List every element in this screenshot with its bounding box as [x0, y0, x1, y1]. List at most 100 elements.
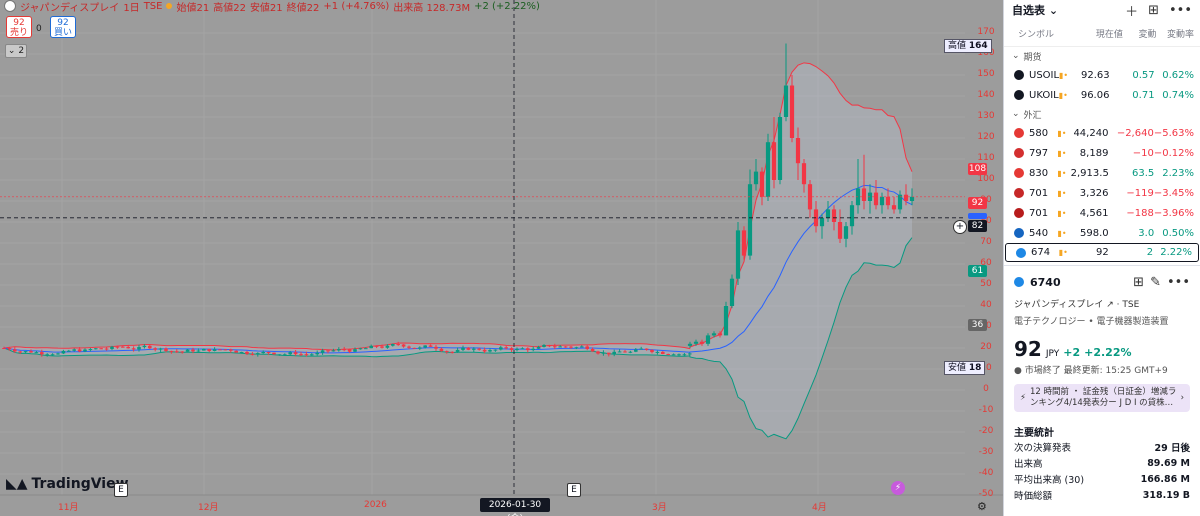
candle-body: [801, 163, 807, 185]
watchlist-row[interactable]: 580 ▮• 44,240 −2,640 −5.63%: [1004, 123, 1200, 143]
candle-body: [261, 352, 265, 354]
row-symbol: UKOIL: [1029, 89, 1059, 101]
candle-body: [396, 344, 400, 346]
candle-body: [741, 230, 747, 256]
chart-legend: ジャパンディスプレイ 1日 TSE 始値21 高値22 安値21 終値22 +1…: [4, 0, 540, 14]
candle-body: [164, 348, 168, 351]
watchlist-title[interactable]: 自选表 ⌄: [1012, 4, 1059, 17]
candle-body: [759, 171, 765, 197]
news-text: 12 時間前 ・ 証金残（日証金）増減ランキング4/14発表分ー J D I の…: [1029, 387, 1177, 408]
tradingview-logo[interactable]: ◣▲ TradingView: [6, 476, 129, 492]
detail-symbol[interactable]: 6740: [1030, 275, 1061, 289]
candle-body: [169, 350, 174, 352]
flash-event-icon[interactable]: ⚡: [891, 481, 905, 495]
symbol-logo-icon: [1014, 277, 1024, 287]
price-value: 92: [1014, 337, 1042, 361]
buy-button[interactable]: 92 買い: [50, 16, 76, 38]
y-tick: 160: [977, 48, 995, 58]
watchlist-body: ⌄ 期货 USOIL ▮• 92.63 0.57 0.62% UKOIL ▮• 96.06 0.71…: [1004, 47, 1200, 262]
watchlist-row[interactable]: 797 ▮• 8,189 −10 −0.12%: [1004, 143, 1200, 163]
candle-body: [634, 349, 638, 352]
legend-name: ジャパンディスプレイ: [20, 2, 120, 14]
candle-body: [789, 85, 795, 138]
edit-icon[interactable]: ✎: [1150, 274, 1161, 290]
row-last: 92: [1096, 247, 1109, 258]
row-change: 2: [1146, 247, 1154, 258]
col-change[interactable]: 変動: [1138, 29, 1157, 40]
y-tick: 150: [977, 69, 995, 79]
row-last: 96.06: [1080, 89, 1110, 101]
flag-icon: ▮•: [1057, 128, 1067, 138]
candle-body: [477, 348, 481, 350]
symbol-logo-icon: [1014, 128, 1024, 138]
candle-body: [677, 354, 681, 356]
candle-body: [628, 351, 633, 353]
watchlist-row[interactable]: USOIL ▮• 92.63 0.57 0.62%: [1004, 65, 1200, 85]
lower-band-tag: 61: [968, 265, 987, 277]
watchlist-panel: 自选表 ⌄ ＋ ⊞ ••• シンボル 現在値 変動 変動率 ⌄ 期货 USOIL ▮•…: [1003, 0, 1200, 516]
candle-body: [23, 351, 28, 353]
candle-body: [434, 346, 438, 349]
add-symbol-icon[interactable]: ＋: [1125, 4, 1139, 20]
candle-body: [897, 194, 903, 210]
more-icon[interactable]: •••: [1166, 274, 1190, 290]
price-chart[interactable]: ジャパンディスプレイ 1日 TSE 始値21 高値22 安値21 終値22 +1…: [0, 0, 1003, 516]
earnings-marker[interactable]: E: [114, 483, 128, 497]
candle-body: [67, 350, 71, 352]
legend-high: 高値22: [213, 2, 246, 14]
chevron-down-icon: ⌄: [1012, 51, 1020, 61]
row-pct: 0.62%: [1162, 69, 1194, 81]
add-alert-plus-icon[interactable]: +: [953, 220, 967, 234]
sell-button[interactable]: 92 売り: [6, 16, 32, 38]
candle-body: [574, 347, 579, 349]
detail-company[interactable]: ジャパンディスプレイ ↗ · TSE: [1014, 300, 1140, 310]
col-last[interactable]: 現在値: [1095, 29, 1123, 40]
watchlist-row[interactable]: 540 ▮• 598.0 3.0 0.50%: [1004, 223, 1200, 243]
watchlist-row[interactable]: UKOIL ▮• 96.06 0.71 0.74%: [1004, 85, 1200, 105]
candle-body: [765, 142, 771, 197]
watchlist-columns: シンボル 現在値 変動 変動率: [1004, 20, 1200, 47]
detail-price: 92 JPY +2 +2.22%: [1014, 337, 1190, 361]
candle-body: [891, 205, 897, 210]
detail-category[interactable]: 電子テクノロジー • 電子機器製造装置: [1014, 317, 1169, 327]
candle-body: [45, 354, 49, 356]
y-tick: 20: [980, 342, 992, 352]
high-label: 高値: [948, 41, 967, 51]
chart-canvas[interactable]: [0, 0, 1003, 516]
low-label: 安値: [948, 363, 967, 373]
candle-body: [88, 349, 93, 351]
col-pct[interactable]: 変動率: [1167, 29, 1195, 40]
candle-body: [229, 349, 233, 351]
y-tick: 130: [977, 111, 995, 121]
x-tick: 4月: [812, 503, 827, 513]
candle-body: [423, 345, 427, 348]
symbol-logo-icon: [1014, 148, 1024, 158]
layout-icon[interactable]: ⊞: [1148, 2, 1159, 18]
col-symbol[interactable]: シンボル: [1018, 29, 1055, 40]
y-tick: 60: [980, 258, 992, 268]
stat-row: 次の決算発表 29 日後: [1014, 439, 1190, 455]
candle-body: [723, 306, 729, 336]
candle-body: [180, 351, 184, 353]
news-item[interactable]: ⚡ 12 時間前 ・ 証金残（日証金）増減ランキング4/14発表分ー J D I…: [1014, 384, 1190, 412]
y-tick: 40: [980, 300, 992, 310]
watchlist-row[interactable]: 701 ▮• 3,326 −119 −3.45%: [1004, 183, 1200, 203]
indicator-collapse-button[interactable]: ⌄ 2: [5, 44, 27, 58]
candle-body: [819, 217, 825, 227]
watchlist-row[interactable]: 674 ▮• 92 2 2.22%: [1005, 243, 1199, 262]
stat-value: 89.69 M: [1147, 457, 1190, 469]
row-pct: 2.23%: [1162, 167, 1194, 179]
watchlist-row[interactable]: 830 ▮• 2,913.5 63.5 2.23%: [1004, 163, 1200, 183]
watchlist-section[interactable]: ⌄ 期货: [1004, 47, 1200, 65]
stats-list: 次の決算発表 29 日後 出来高 89.69 M 平均出来高 (30) 166.86 M 時…: [1014, 439, 1190, 503]
candle-body: [455, 349, 460, 352]
watchlist-row[interactable]: 701 ▮• 4,561 −188 −3.96%: [1004, 203, 1200, 223]
section-label: 期货: [1023, 52, 1042, 63]
watchlist-section[interactable]: ⌄ 外汇: [1004, 105, 1200, 123]
grid-icon[interactable]: ⊞: [1133, 274, 1145, 290]
earnings-marker[interactable]: E: [567, 483, 581, 497]
gear-icon[interactable]: ⚙: [977, 500, 987, 513]
low-marker: 安値 18: [944, 361, 986, 375]
more-icon[interactable]: •••: [1168, 2, 1192, 18]
row-pct: 0.74%: [1162, 89, 1195, 101]
